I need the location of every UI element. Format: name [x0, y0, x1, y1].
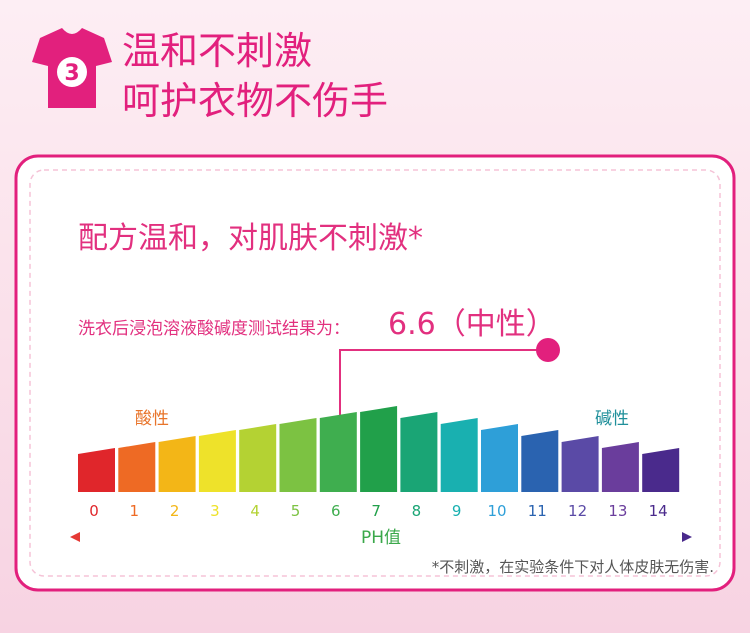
badge: [57, 57, 87, 87]
arrow-head: [70, 532, 80, 542]
title-line: 呵护衣物不伤手: [122, 79, 388, 123]
arrow-head: [682, 532, 692, 542]
ph-bar: [642, 448, 680, 492]
ph-number: 11: [528, 502, 547, 520]
result: 6.6（中性）: [388, 307, 556, 342]
acid-label: 酸性: [135, 409, 169, 429]
card-inner-border: [29, 169, 721, 577]
ph-number: 2: [170, 502, 180, 520]
test-label: 洗衣后浸泡溶液酸碱度测试结果为：: [78, 319, 350, 339]
ph-bar: [360, 406, 398, 492]
axis-label: PH值: [361, 528, 401, 548]
ph-number: 7: [371, 502, 381, 520]
pointer-line: [339, 349, 548, 418]
ph-bar: [400, 412, 438, 492]
badge-number: 3: [64, 61, 79, 86]
ph-number: 9: [452, 502, 462, 520]
ph-bar: [440, 418, 478, 492]
card-heading: 配方温和，对肌肤不刺激*: [78, 221, 423, 256]
ph-number: 1: [130, 502, 140, 520]
footnote: *不刺激，在实验条件下对人体皮肤无伤害.: [432, 558, 714, 576]
ph-number: 13: [608, 502, 627, 520]
ph-number: 3: [210, 502, 220, 520]
title-line: 温和不刺激: [122, 29, 312, 73]
ph-bar: [481, 424, 518, 492]
ph-bar: [561, 436, 599, 492]
alkaline-label: 碱性: [595, 409, 629, 429]
ph-bar: [319, 412, 357, 492]
ph-number: 5: [291, 502, 301, 520]
ph-scale: 0 1 2 3 4 5 6 7 8 9 10 11 12 13 14: [78, 406, 680, 520]
ph-number: 8: [412, 502, 422, 520]
ph-number: 4: [250, 502, 260, 520]
ph-number: 10: [487, 502, 506, 520]
ph-number: 12: [568, 502, 587, 520]
ph-number: 14: [649, 502, 668, 520]
ph-bar: [521, 430, 559, 492]
ph-number: 6: [331, 502, 341, 520]
ph-bar: [118, 442, 156, 492]
axis-label-bg: [350, 527, 412, 547]
ph-bar: [158, 436, 196, 492]
ph-bar: [239, 424, 277, 492]
ph-bar: [279, 418, 317, 492]
ph-bar: [198, 430, 236, 492]
ph-number: 0: [89, 502, 99, 520]
ph-bar: [78, 448, 115, 492]
ph-bar: [601, 442, 639, 492]
pointer-dot: [536, 338, 560, 362]
